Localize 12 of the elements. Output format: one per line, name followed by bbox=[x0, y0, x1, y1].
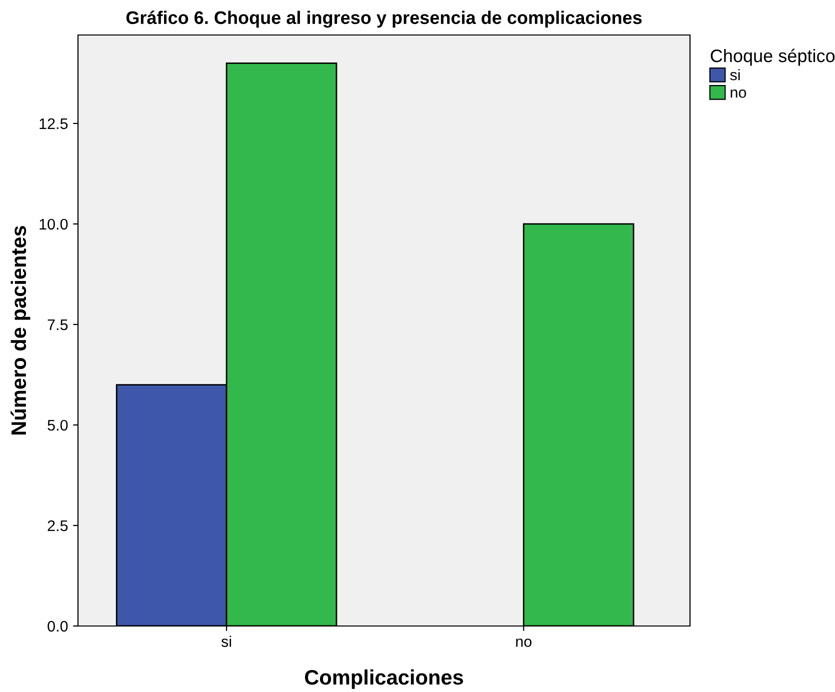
legend-title: Choque séptico bbox=[710, 48, 835, 66]
y-tick-label: 7.5 bbox=[48, 319, 68, 330]
y-tick-label: 10.0 bbox=[40, 218, 68, 230]
y-tick-label: 12.5 bbox=[40, 118, 68, 130]
y-axis-title: Número de pacientes bbox=[10, 226, 30, 434]
legend-label: si bbox=[730, 69, 740, 80]
y-tick-label: 0.0 bbox=[48, 620, 68, 632]
y-tick-label: 5.0 bbox=[48, 420, 68, 431]
y-tick-label: 2.5 bbox=[48, 520, 68, 532]
x-axis-title: Complicaciones bbox=[304, 669, 464, 689]
legend-label: no bbox=[730, 89, 746, 98]
chart-title: Gráfico 6. Choque al ingreso y presencia de complicaciones bbox=[126, 10, 642, 28]
